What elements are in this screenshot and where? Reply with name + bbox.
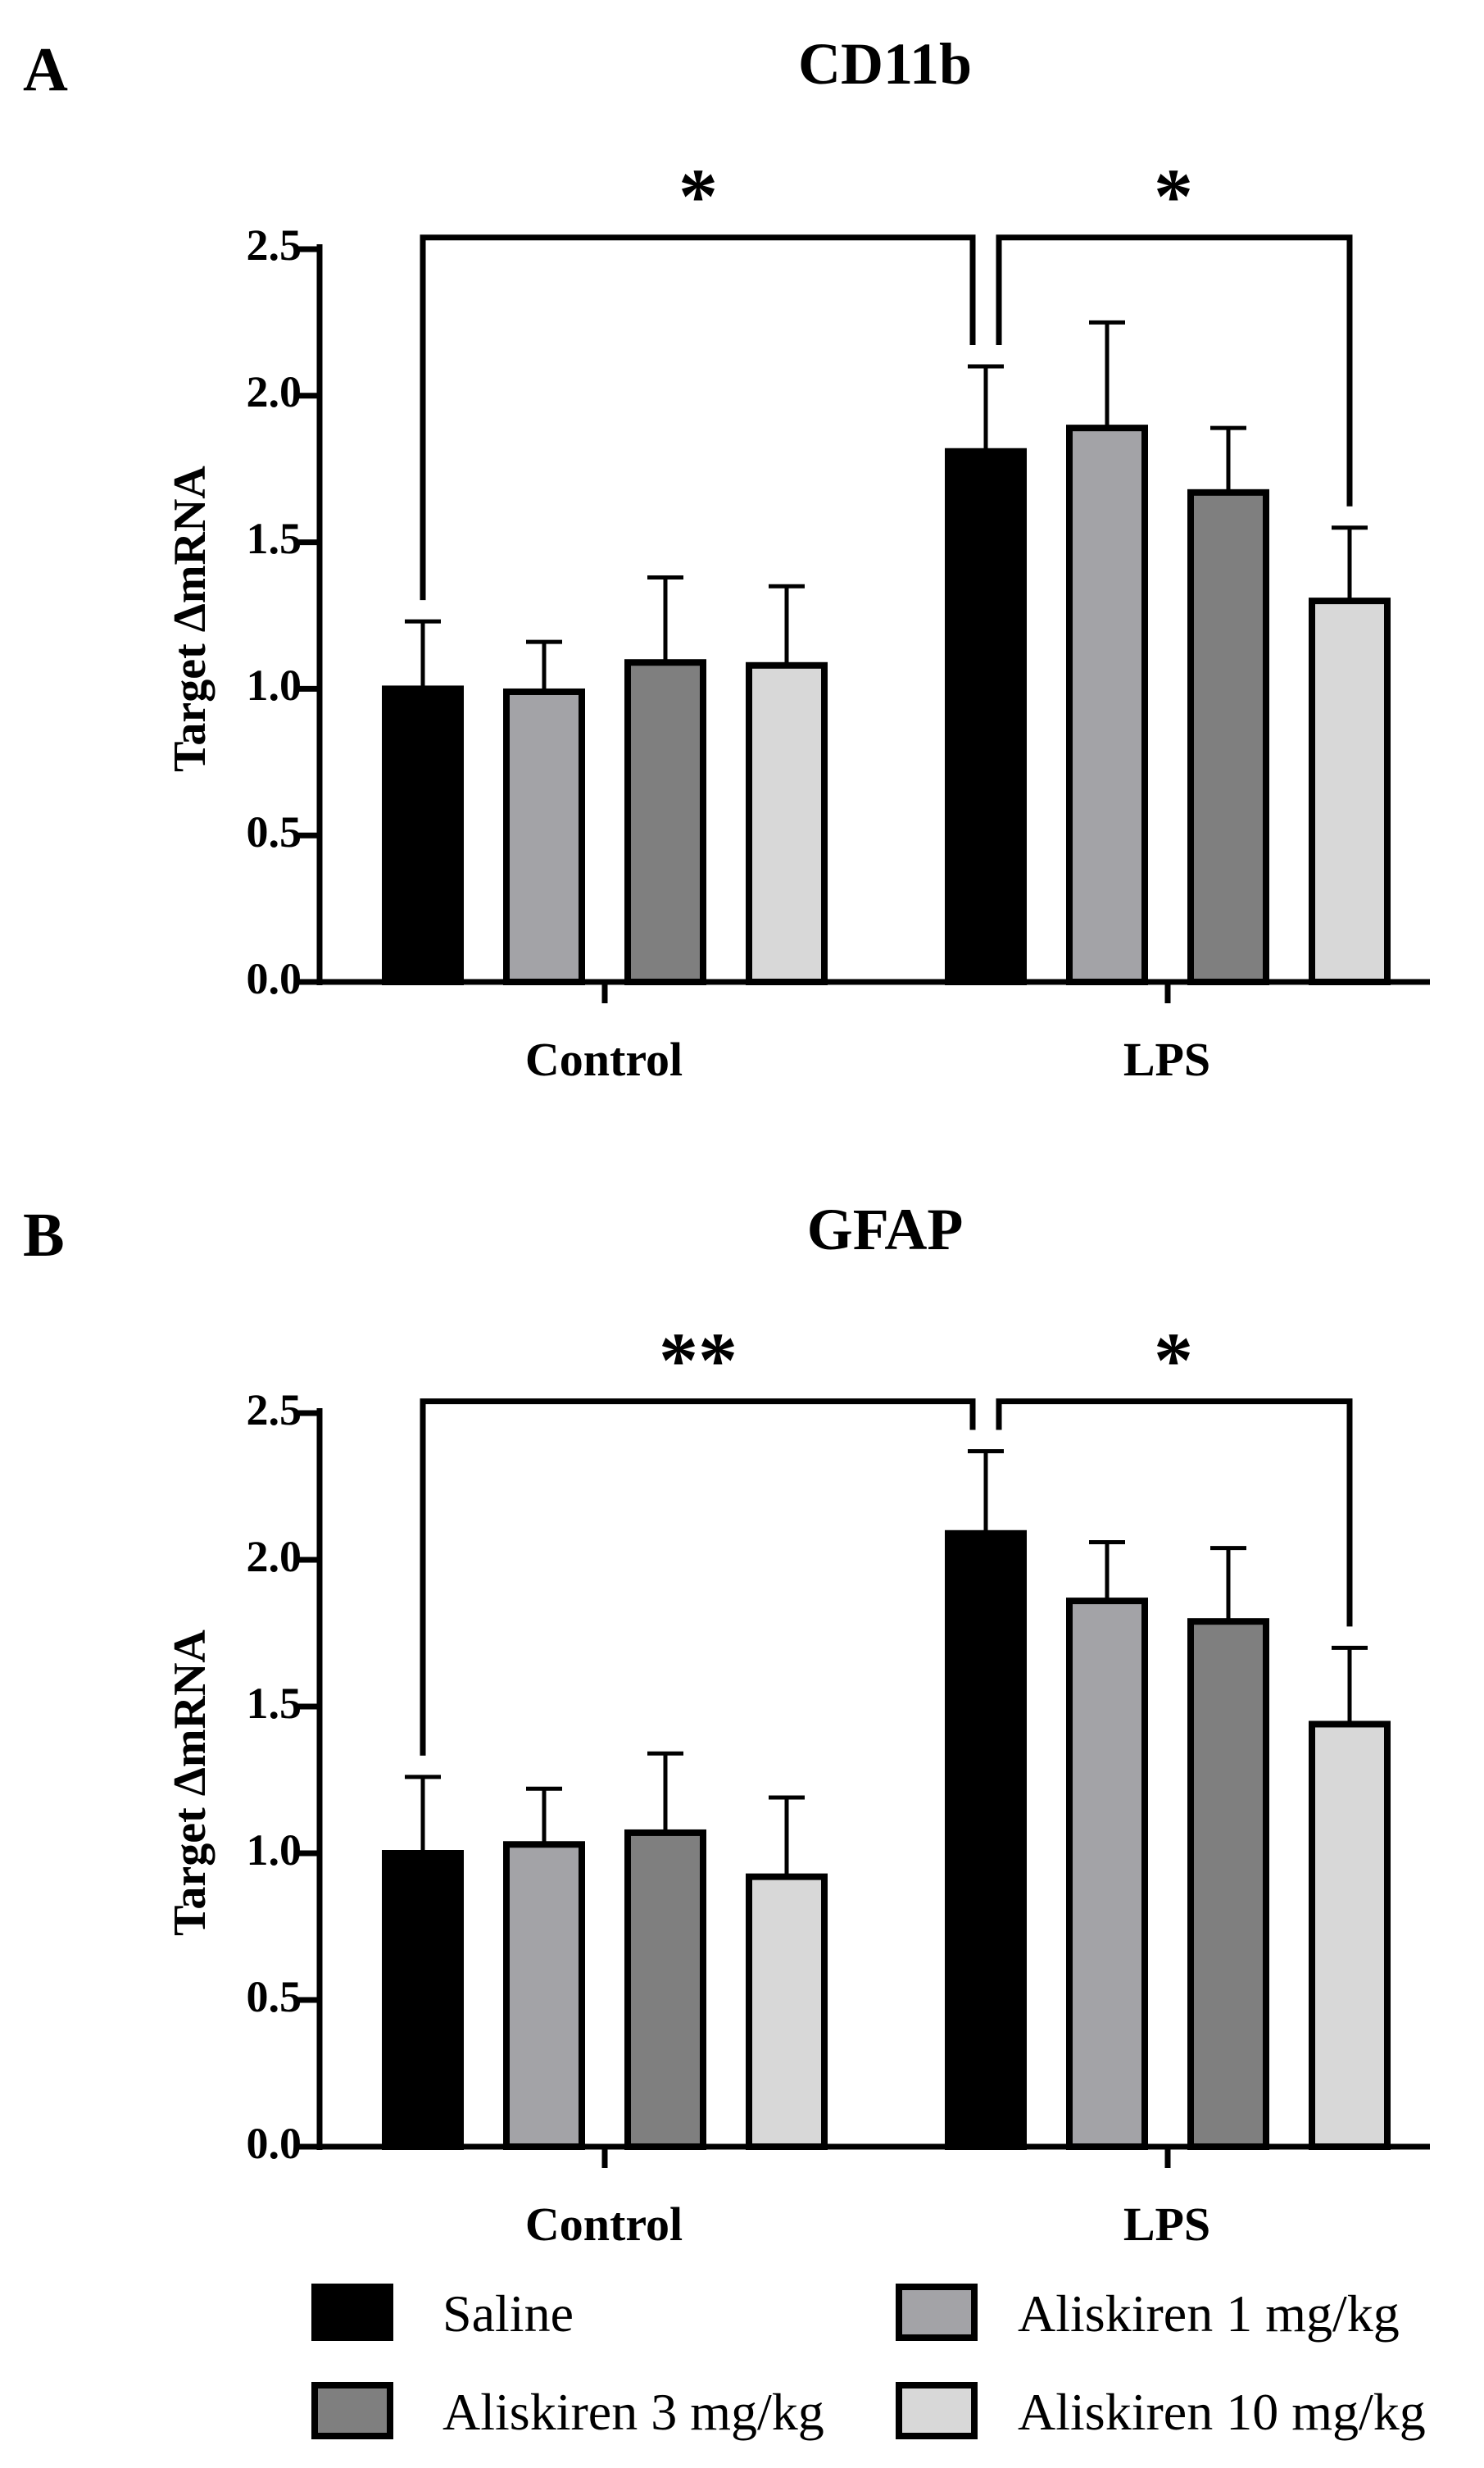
significance-label: *: [678, 152, 718, 240]
x-category-label-lps: LPS: [1123, 1033, 1210, 1086]
y-tick-label: 0.0: [247, 954, 302, 1003]
y-tick-label: 1.0: [247, 661, 302, 710]
significance-label: *: [1154, 152, 1193, 240]
y-tick-label: 1.5: [247, 514, 302, 563]
legend-swatch-saline: [311, 2284, 393, 2341]
bar-control-aliskiren-1-mg-kg: [503, 688, 585, 985]
y-tick-label: 2.0: [247, 1532, 302, 1581]
legend-label-aliskiren-1: Aliskiren 1 mg/kg: [1018, 2284, 1400, 2343]
y-tick-label: 2.0: [247, 367, 302, 416]
panel-a: A CD11b Target ΔmRNA 0.0 0.5 1.0 1.5 2.0…: [23, 31, 1430, 1086]
bar-control-aliskiren-10-mg-kg: [746, 1873, 828, 2150]
significance-bracket: [996, 1398, 1353, 1627]
y-tick-label: 2.5: [247, 1385, 302, 1434]
bar-lps-aliskiren-10-mg-kg: [1309, 1720, 1391, 2150]
legend-swatch-aliskiren-3: [311, 2382, 393, 2439]
bar-control-aliskiren-3-mg-kg: [624, 1829, 706, 2150]
bar-lps-aliskiren-3-mg-kg: [1187, 1618, 1269, 2151]
bar-control-aliskiren-10-mg-kg: [746, 661, 828, 985]
bar-lps-aliskiren-10-mg-kg: [1309, 598, 1391, 985]
chart-title-cd11b: CD11b: [798, 31, 972, 97]
panel-letter-a: A: [23, 35, 68, 104]
significance-bracket: [996, 234, 1353, 507]
bar-lps-aliskiren-1-mg-kg: [1066, 1598, 1148, 2150]
y-axis-label-b: Target ΔmRNA: [165, 1629, 216, 1936]
legend-swatch-aliskiren-10: [896, 2382, 978, 2439]
panel-letter-b: B: [23, 1201, 65, 1270]
bar-lps-aliskiren-1-mg-kg: [1066, 425, 1148, 985]
bar-control-aliskiren-3-mg-kg: [624, 659, 706, 985]
x-category-label-control: Control: [525, 1033, 683, 1086]
legend-label-aliskiren-3: Aliskiren 3 mg/kg: [442, 2383, 824, 2441]
chart-title-gfap: GFAP: [807, 1197, 964, 1262]
y-axis-label-a: Target ΔmRNA: [165, 466, 216, 772]
x-category-label-control: Control: [525, 2198, 683, 2251]
bar-control-aliskiren-1-mg-kg: [503, 1841, 585, 2150]
bar-control-saline: [382, 1850, 464, 2150]
x-category-label-lps: LPS: [1123, 2198, 1210, 2251]
significance-label: **: [659, 1316, 737, 1404]
y-tick-label: 2.5: [247, 220, 302, 270]
y-tick-label: 1.5: [247, 1679, 302, 1728]
y-tick-label: 0.5: [247, 1972, 302, 2021]
y-tick-label: 0.5: [247, 807, 302, 857]
legend-swatch-aliskiren-1: [896, 2284, 978, 2341]
legend-label-aliskiren-10: Aliskiren 10 mg/kg: [1018, 2383, 1426, 2441]
y-tick-label: 1.0: [247, 1825, 302, 1875]
y-tick-label: 0.0: [247, 2119, 302, 2168]
bar-lps-saline: [945, 1529, 1027, 2150]
significance-label: *: [1154, 1316, 1193, 1404]
legend: Saline Aliskiren 1 mg/kg Aliskiren 3 mg/…: [311, 2284, 1426, 2441]
significance-bracket: [420, 234, 976, 601]
bar-control-saline: [382, 685, 464, 986]
bar-lps-aliskiren-3-mg-kg: [1187, 489, 1269, 985]
panel-b: B GFAP Target ΔmRNA 0.0 0.5 1.0 1.5 2.0 …: [23, 1197, 1430, 2251]
legend-label-saline: Saline: [442, 2284, 574, 2343]
bar-lps-saline: [945, 448, 1027, 985]
significance-bracket: [420, 1398, 976, 1756]
